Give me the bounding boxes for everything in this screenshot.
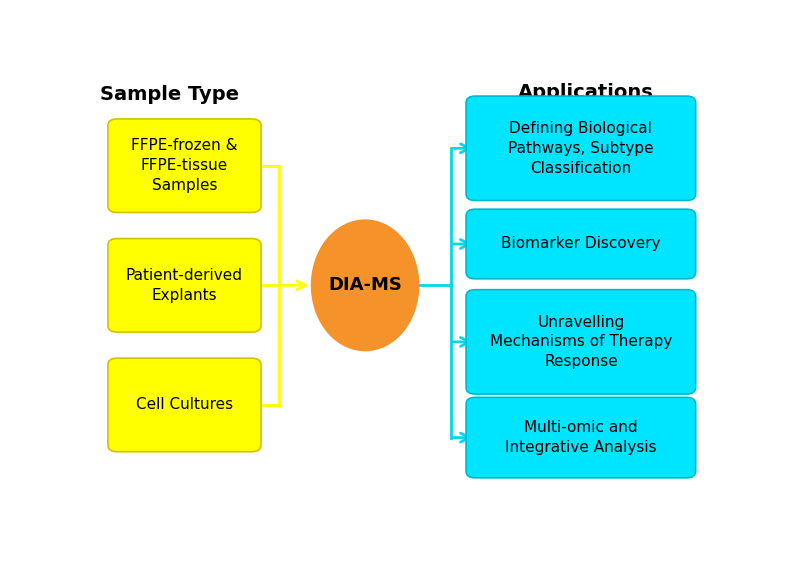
Text: Unravelling
Mechanisms of Therapy
Response: Unravelling Mechanisms of Therapy Respon… <box>490 315 672 369</box>
FancyBboxPatch shape <box>108 358 261 452</box>
Text: Defining Biological
Pathways, Subtype
Classification: Defining Biological Pathways, Subtype Cl… <box>508 121 653 176</box>
FancyBboxPatch shape <box>466 290 696 394</box>
FancyBboxPatch shape <box>466 209 696 279</box>
Text: Multi-omic and
Integrative Analysis: Multi-omic and Integrative Analysis <box>505 420 656 455</box>
FancyBboxPatch shape <box>108 119 261 212</box>
FancyBboxPatch shape <box>108 238 261 332</box>
Text: DIA-MS: DIA-MS <box>328 276 402 294</box>
Text: Patient-derived
Explants: Patient-derived Explants <box>126 268 243 303</box>
FancyBboxPatch shape <box>466 96 696 201</box>
Text: Applications: Applications <box>517 83 653 102</box>
Text: FFPE-frozen &
FFPE-tissue
Samples: FFPE-frozen & FFPE-tissue Samples <box>131 138 238 193</box>
Text: Sample Type: Sample Type <box>100 85 239 104</box>
Text: Cell Cultures: Cell Cultures <box>136 397 233 412</box>
FancyBboxPatch shape <box>466 397 696 478</box>
Text: Biomarker Discovery: Biomarker Discovery <box>501 237 660 251</box>
Ellipse shape <box>311 220 419 350</box>
